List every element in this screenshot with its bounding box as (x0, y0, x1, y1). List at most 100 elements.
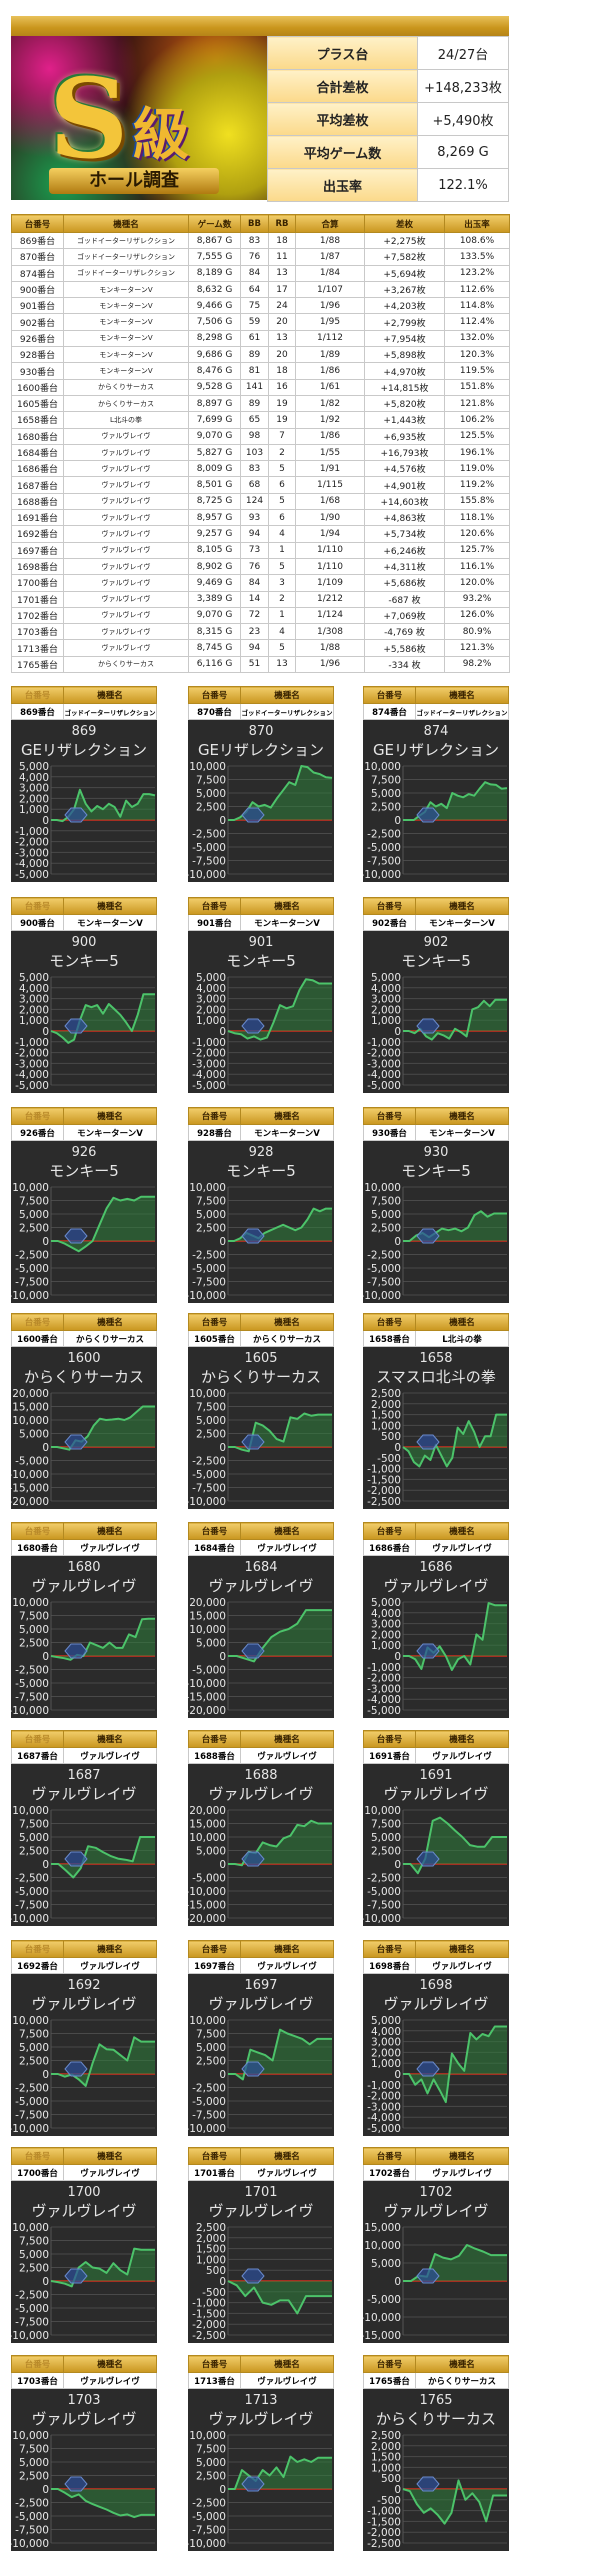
series-area (228, 1610, 332, 1662)
table-row: 1684番台 ヴァルヴレイヴ 5,827 G 103 2 1/55 +16,793枚 196.… (11, 443, 510, 462)
card-machine: からくりサーカス (415, 2372, 509, 2389)
summary-row: 平均ゲーム数 8,269 G (267, 135, 509, 169)
series-line (403, 1816, 507, 1875)
table-row: 930番台 モンキーターンV 8,476 G 81 18 1/86 +4,970枚 119.5… (11, 362, 510, 380)
summary-value: 122.1% (417, 168, 509, 202)
series-line (50, 2247, 155, 2288)
card-machine-header: 機種名 (240, 1730, 334, 1748)
watermark-logo-icon (241, 1434, 265, 1450)
series-area (51, 1837, 155, 1878)
y-tick-label: -2,500 (192, 829, 226, 841)
y-tick-label: -5,000 (192, 2511, 226, 2523)
table-cell: 3,389 G (188, 590, 241, 608)
series-line (227, 978, 332, 1041)
card-number-header: 台番号 (363, 1730, 416, 1748)
chart-title-machine: モンキー5 (49, 952, 119, 970)
y-tick-label: -1,500 (192, 2308, 226, 2320)
table-cell: ゴッドイーターリザレクション (63, 231, 189, 250)
y-tick-label: -5,000 (15, 1080, 49, 1092)
y-tick-label: -3,000 (192, 1058, 226, 1070)
y-tick-label: 7,500 (196, 1196, 226, 1208)
chart-title-number: 902 (424, 935, 449, 950)
y-tick-label: -2,000 (367, 2527, 401, 2539)
table-cell: +5,686枚 (364, 574, 445, 592)
table-cell: 1/84 (295, 264, 365, 282)
table-row: 1700番台 ヴァルヴレイヴ 9,469 G 84 3 1/109 +5,686枚 120.0… (11, 574, 510, 592)
slump-chart: 1686 ヴァルヴレイヴ 5,0004,0003,0002,0001,0000-1,… (363, 1556, 509, 1718)
slump-chart: 1658 スマスロ北斗の拳 2,5002,0001,5001,0005000-500… (363, 1347, 509, 1509)
machine-chart-card: 台番号 機種名 1684番台 ヴァルヴレイヴ 1684 ヴァルヴレイヴ 20,000 15,… (188, 1522, 334, 1718)
card-header-table: 台番号 機種名 1697番台 ヴァルヴレイヴ (188, 1940, 334, 1974)
table-cell: 84 (240, 574, 269, 592)
y-tick-label: 0 (219, 2069, 226, 2081)
table-cell: 1/86 (295, 362, 365, 380)
y-tick-label: 10,000 (12, 1805, 49, 1817)
table-cell: 928番台 (11, 346, 64, 364)
chart-title-machine: GEリザレクション (198, 741, 324, 759)
table-cell: +4,311枚 (364, 557, 445, 576)
y-tick-label: -10,000 (188, 1496, 226, 1508)
y-tick-label: 5,000 (196, 2457, 226, 2469)
y-tick-label: -5,000 (192, 842, 226, 854)
table-cell: 1/112 (295, 329, 365, 348)
table-cell: +7,582枚 (364, 248, 445, 266)
table-cell: 926番台 (11, 329, 64, 348)
y-tick-label: 15,000 (364, 2222, 401, 2234)
y-tick-label: 0 (394, 2069, 401, 2081)
table-cell: 1/95 (295, 313, 365, 331)
table-cell: 13 (268, 264, 296, 282)
y-tick-label: 4,000 (19, 983, 49, 995)
chart-title-machine: ヴァルヴレイヴ (208, 2410, 313, 2428)
y-tick-label: -4,000 (15, 1069, 49, 1081)
y-tick-label: 5,000 (196, 788, 226, 800)
chart-title-number: 1701 (244, 2185, 277, 2200)
y-tick-label: 3,000 (196, 994, 226, 1006)
table-cell: +6,246枚 (364, 541, 445, 559)
y-tick-label: 0 (219, 1859, 226, 1871)
watermark-logo-icon (64, 1018, 88, 1034)
table-cell: 4 (268, 623, 296, 641)
table-cell: 1697番台 (11, 541, 64, 559)
table-row: 901番台 モンキーターンV 9,466 G 75 24 1/96 +4,203枚 114.8… (11, 297, 510, 315)
table-cell: ゴッドイーターリザレクション (63, 248, 189, 266)
chart-title-machine: ヴァルヴレイヴ (383, 1995, 488, 2013)
table-cell: 1/107 (295, 280, 365, 299)
machine-chart-card: 台番号 機種名 1698番台 ヴァルヴレイヴ 1698 ヴァルヴレイヴ 5,000 4,00… (363, 1940, 509, 2136)
card-number-header: 台番号 (188, 1107, 241, 1125)
chart-title-number: 874 (424, 724, 449, 739)
table-cell: モンキーターンV (63, 329, 189, 348)
chart-title-machine: からくりサーカス (201, 1368, 321, 1386)
table-cell: -334 枚 (364, 655, 445, 674)
card-header-table: 台番号 機種名 1686番台 ヴァルヴレイヴ (363, 1522, 509, 1556)
table-cell: +7,954枚 (364, 329, 445, 348)
y-tick-label: -10,000 (363, 869, 401, 881)
y-tick-label: 2,500 (371, 802, 401, 814)
machine-chart-card: 台番号 機種名 1703番台 ヴァルヴレイヴ 1703 ヴァルヴレイヴ 10,000 7,5… (11, 2355, 157, 2551)
card-header-table: 台番号 機種名 1700番台 ヴァルヴレイヴ (11, 2147, 157, 2181)
table-cell: 89 (240, 346, 269, 364)
chart-title-machine: ヴァルヴレイヴ (383, 1785, 488, 1803)
y-tick-label: -7,500 (15, 2110, 49, 2122)
machine-chart-card: 台番号 機種名 1605番台 からくりサーカス 1605 からくりサーカス 10,000 7… (188, 1313, 334, 1509)
table-cell: 19 (268, 411, 296, 429)
y-tick-label: 1,000 (371, 1640, 401, 1652)
slump-chart: 1691ヴァルヴレイヴ10,0007,5005,0002,5000-2,500-… (363, 1764, 509, 1926)
card-machine-header: 機種名 (63, 1313, 157, 1331)
y-tick-label: 2,500 (19, 2056, 49, 2068)
table-row: 1658番台 L北斗の拳 7,699 G 65 19 1/92 +1,443枚 106.2% (11, 411, 510, 429)
table-row: 1765番台 からくりサーカス 6,116 G 51 13 1/96 -334 枚 98.2% (11, 655, 510, 674)
y-tick-label: -2,000 (367, 1485, 401, 1497)
table-cell: 1765番台 (11, 655, 64, 674)
card-machine-header: 機種名 (415, 1730, 509, 1748)
card-number: 1600番台 (11, 1330, 64, 1347)
table-cell: -687 枚 (364, 590, 445, 608)
card-number-header: 台番号 (188, 1313, 241, 1331)
slump-chart: 1697ヴァルヴレイヴ10,0007,5005,0002,5000-2,500-… (188, 1974, 334, 2136)
card-header-table: 台番号 機種名 1600番台 からくりサーカス (11, 1313, 157, 1347)
y-tick-label: 1,000 (19, 1015, 49, 1027)
column-header: 台番号 (11, 214, 64, 233)
y-tick-label: -7,500 (15, 1277, 49, 1289)
y-tick-label: 20,000 (189, 1597, 226, 1609)
